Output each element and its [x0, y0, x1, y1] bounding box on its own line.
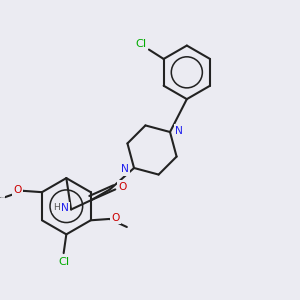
Text: Cl: Cl — [58, 257, 69, 267]
Text: O: O — [118, 182, 127, 192]
Text: Cl: Cl — [135, 39, 146, 49]
Text: N: N — [121, 164, 129, 174]
Text: N: N — [176, 126, 183, 136]
Text: methoxy: methoxy — [0, 196, 6, 197]
Text: N: N — [61, 203, 69, 213]
Text: O: O — [111, 213, 119, 223]
Text: O: O — [13, 185, 22, 195]
Text: H: H — [53, 203, 60, 212]
